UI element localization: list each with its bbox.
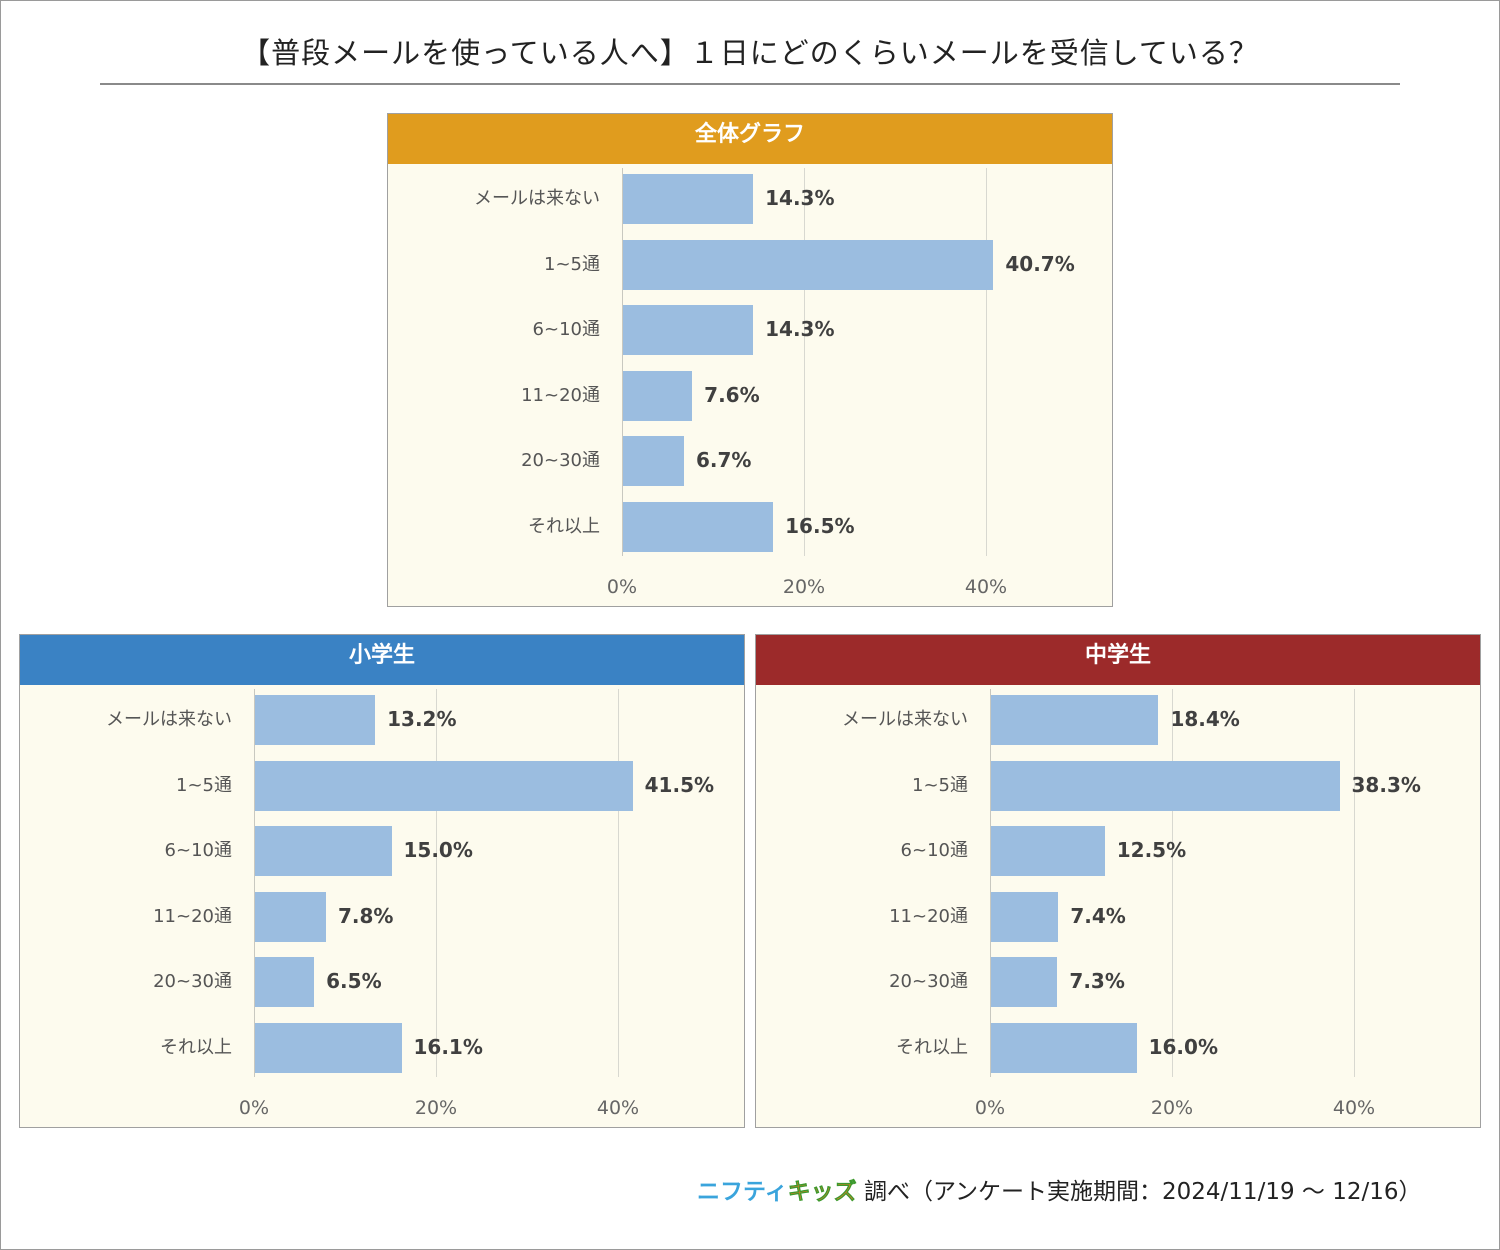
category-label: メールは来ない (842, 709, 968, 730)
y-axis-line (254, 689, 255, 1077)
value-label: 7.8% (337, 903, 394, 928)
bar (255, 891, 326, 942)
panel-header: 中学生 (756, 635, 1480, 685)
gridline (1354, 689, 1355, 1077)
chart-panel-overall: 全体グラフ 0% 20% 40% メールは来ない 14.3% 1~5通 40.7% 6~10通 1… (387, 113, 1113, 607)
gridline (436, 689, 437, 1077)
gridline (986, 168, 987, 556)
category-label: それ以上 (896, 1036, 968, 1058)
value-label: 12.5% (1116, 838, 1187, 862)
x-tick-label: 40% (596, 1097, 640, 1119)
bar (991, 957, 1058, 1007)
category-label: 20~30通 (153, 971, 232, 992)
chart-panel-elementary: 小学生 0% 20% 40% メールは来ない 13.2% 1~5通 41.5% 6~10通 15.… (19, 634, 745, 1128)
value-label: 16.5% (785, 513, 855, 538)
category-label: 11~20通 (889, 905, 968, 927)
bar (991, 1022, 1137, 1073)
source-text: 調べ（アンケート実施期間：2024/11/19 ～ 12/16） (863, 1179, 1422, 1205)
bar (255, 695, 376, 745)
value-label: 7.4% (1070, 903, 1126, 928)
title-divider (100, 83, 1400, 85)
gridline (804, 168, 805, 556)
y-axis-line (990, 689, 991, 1077)
category-label: 1~5通 (544, 253, 600, 275)
bar (991, 695, 1159, 745)
category-label: 11~20通 (521, 384, 600, 406)
value-label: 15.0% (403, 838, 473, 862)
x-tick-label: 20% (414, 1097, 458, 1119)
category-label: 1~5通 (912, 774, 968, 796)
y-axis-line (622, 168, 623, 556)
logo-nifty: ニフティ (697, 1179, 788, 1205)
category-label: メールは来ない (474, 188, 600, 209)
category-label: それ以上 (528, 515, 600, 537)
category-label: メールは来ない (106, 709, 232, 730)
value-label: 6.7% (695, 448, 752, 472)
bar (623, 370, 693, 421)
bar (255, 957, 315, 1007)
category-label: 20~30通 (521, 450, 600, 471)
value-label: 40.7% (1005, 251, 1075, 276)
bar (623, 239, 994, 290)
page-title: 【普段メールを使っている人へ】１日にどのくらいメールを受信している？ (241, 36, 1259, 70)
value-label: 16.1% (413, 1034, 483, 1059)
value-label: 14.3% (765, 317, 835, 341)
value-label: 6.5% (326, 969, 382, 993)
bar (623, 501, 774, 552)
value-label: 18.4% (1170, 707, 1240, 731)
value-label: 38.3% (1351, 772, 1421, 797)
x-tick-label: 40% (964, 576, 1008, 598)
bar (623, 436, 684, 486)
bar (991, 760, 1340, 811)
bar (991, 826, 1105, 876)
gridline (1172, 689, 1173, 1077)
panel-header: 小学生 (20, 635, 744, 685)
logo-kids: キッズ (787, 1179, 857, 1206)
x-tick-label: 20% (1150, 1097, 1194, 1119)
x-tick-label: 0% (238, 1097, 270, 1119)
category-label: 6~10通 (164, 840, 232, 861)
value-label: 7.3% (1069, 969, 1125, 993)
category-label: それ以上 (160, 1036, 232, 1058)
x-tick-label: 40% (1332, 1097, 1376, 1119)
value-label: 41.5% (644, 772, 715, 797)
value-label: 14.3% (765, 186, 835, 210)
category-label: 1~5通 (176, 774, 232, 796)
value-label: 13.2% (387, 707, 457, 731)
panel-header: 全体グラフ (388, 114, 1112, 164)
value-label: 16.0% (1148, 1034, 1218, 1059)
category-label: 6~10通 (900, 840, 968, 861)
bar (623, 174, 754, 224)
chart-panel-junior-high: 中学生 0% 20% 40% メールは来ない 18.4% 1~5通 38.3% 6~10通 12.… (755, 634, 1481, 1128)
x-tick-label: 0% (606, 576, 638, 598)
bar (255, 826, 392, 876)
bar (255, 760, 633, 811)
source-footer: ニフティキッズ 調べ（アンケート実施期間：2024/11/19 ～ 12/16） (697, 1172, 1422, 1206)
category-label: 20~30通 (889, 971, 968, 992)
category-label: 11~20通 (153, 905, 232, 927)
x-tick-label: 0% (974, 1097, 1006, 1119)
bar (623, 305, 754, 355)
bar (991, 891, 1059, 942)
bar (255, 1022, 402, 1073)
x-tick-label: 20% (782, 576, 826, 598)
category-label: 6~10通 (532, 319, 600, 340)
gridline (618, 689, 619, 1077)
value-label: 7.6% (704, 382, 760, 407)
